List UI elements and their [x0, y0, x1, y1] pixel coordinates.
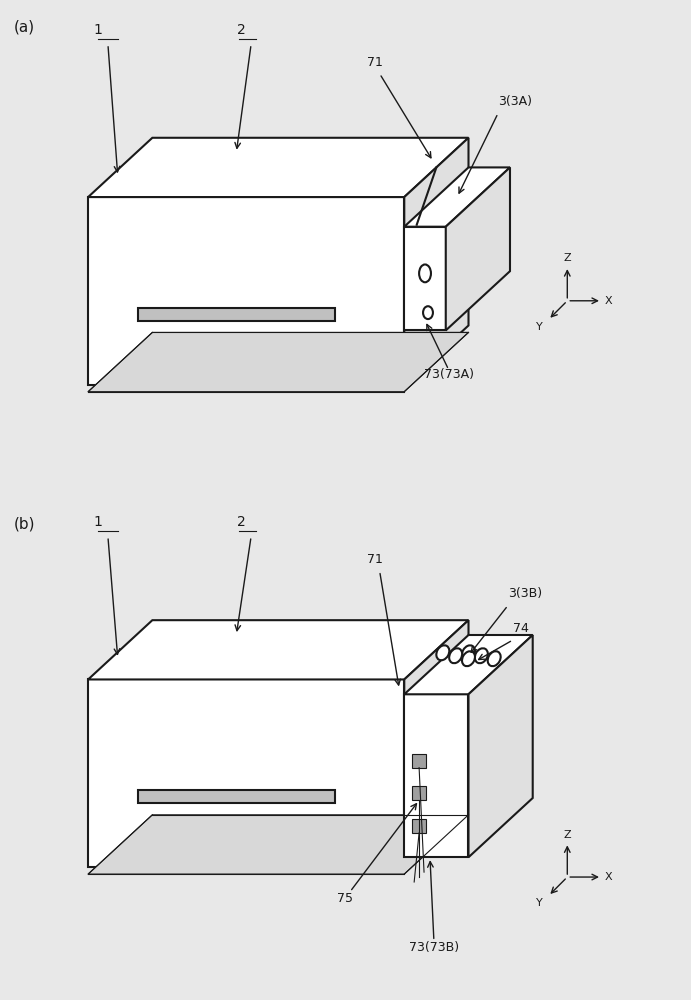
Text: (b): (b)	[14, 516, 35, 531]
Text: Z: Z	[563, 253, 571, 263]
Polygon shape	[413, 786, 426, 800]
Polygon shape	[413, 819, 426, 833]
Text: Y: Y	[536, 898, 542, 908]
Ellipse shape	[436, 645, 449, 660]
Polygon shape	[88, 332, 468, 392]
Text: 71: 71	[367, 553, 383, 566]
Polygon shape	[404, 227, 446, 330]
Polygon shape	[138, 790, 335, 803]
Polygon shape	[88, 815, 468, 874]
Polygon shape	[88, 620, 468, 679]
Ellipse shape	[462, 645, 475, 660]
Polygon shape	[88, 679, 404, 867]
Text: Z: Z	[563, 830, 571, 840]
Text: Y: Y	[536, 322, 542, 332]
Ellipse shape	[419, 264, 431, 282]
Text: 1: 1	[93, 515, 102, 529]
Text: 2: 2	[237, 23, 245, 37]
Ellipse shape	[462, 651, 475, 666]
Polygon shape	[404, 620, 468, 867]
Text: 74: 74	[513, 622, 529, 635]
Text: 3(3B): 3(3B)	[508, 587, 542, 600]
Polygon shape	[138, 308, 335, 321]
Text: 1: 1	[93, 23, 102, 37]
Text: 71: 71	[367, 56, 383, 69]
Polygon shape	[404, 138, 468, 385]
Polygon shape	[404, 635, 533, 694]
Polygon shape	[88, 197, 404, 385]
Ellipse shape	[449, 648, 462, 663]
Polygon shape	[413, 754, 426, 768]
Text: (a): (a)	[14, 19, 35, 34]
Polygon shape	[446, 167, 510, 330]
Text: X: X	[605, 296, 612, 306]
Polygon shape	[88, 138, 468, 197]
Text: X: X	[605, 872, 612, 882]
Text: 73(73A): 73(73A)	[424, 368, 474, 381]
Text: 2: 2	[237, 515, 245, 529]
Ellipse shape	[423, 306, 433, 319]
Polygon shape	[404, 694, 468, 857]
Polygon shape	[468, 635, 533, 857]
Ellipse shape	[488, 651, 501, 666]
Text: 3(3A): 3(3A)	[498, 95, 532, 108]
Ellipse shape	[475, 648, 488, 663]
Text: 75: 75	[337, 892, 353, 905]
Polygon shape	[404, 167, 510, 227]
Text: 73(73B): 73(73B)	[409, 941, 459, 954]
